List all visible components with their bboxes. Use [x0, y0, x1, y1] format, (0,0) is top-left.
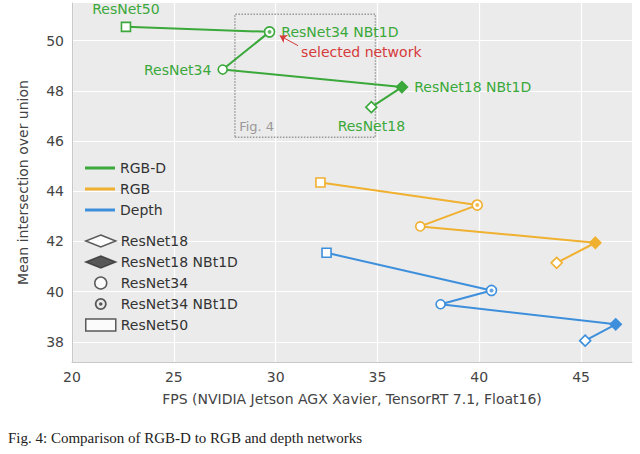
svg-text:44: 44 — [46, 183, 64, 199]
svg-text:ResNet50: ResNet50 — [121, 317, 188, 333]
svg-text:40: 40 — [470, 369, 488, 385]
svg-text:ResNet18: ResNet18 — [338, 118, 405, 134]
svg-text:FPS (NVIDIA Jetson AGX Xavier,: FPS (NVIDIA Jetson AGX Xavier, TensorRT … — [162, 391, 542, 407]
svg-text:ResNet18 NBt1D: ResNet18 NBt1D — [121, 254, 238, 270]
svg-text:Mean intersection over union: Mean intersection over union — [15, 80, 31, 285]
svg-text:40: 40 — [46, 284, 64, 300]
svg-text:Fig. 4: Fig. 4 — [239, 119, 274, 134]
svg-text:Fig. 4: Comparison of RGB-D to: Fig. 4: Comparison of RGB-D to RGB and d… — [8, 430, 362, 446]
svg-text:Depth: Depth — [120, 202, 163, 218]
svg-text:ResNet34: ResNet34 — [144, 62, 211, 78]
svg-text:38: 38 — [46, 334, 64, 350]
svg-text:42: 42 — [46, 233, 64, 249]
svg-text:ResNet18: ResNet18 — [121, 233, 188, 249]
svg-text:RGB-D: RGB-D — [120, 160, 166, 176]
svg-text:45: 45 — [572, 369, 590, 385]
svg-text:48: 48 — [46, 83, 64, 99]
svg-text:RGB: RGB — [120, 181, 150, 197]
svg-text:ResNet34: ResNet34 — [121, 275, 188, 291]
svg-text:ResNet34 NBt1D: ResNet34 NBt1D — [121, 296, 238, 312]
svg-text:ResNet34 NBt1D: ResNet34 NBt1D — [281, 24, 398, 40]
svg-text:ResNet18 NBt1D: ResNet18 NBt1D — [414, 79, 531, 95]
svg-text:ResNet50: ResNet50 — [92, 1, 159, 17]
svg-text:50: 50 — [46, 33, 64, 49]
svg-text:20: 20 — [63, 369, 81, 385]
svg-text:25: 25 — [165, 369, 183, 385]
svg-text:30: 30 — [267, 369, 285, 385]
svg-text:selected network: selected network — [301, 44, 422, 60]
svg-text:46: 46 — [46, 133, 64, 149]
svg-text:35: 35 — [369, 369, 387, 385]
